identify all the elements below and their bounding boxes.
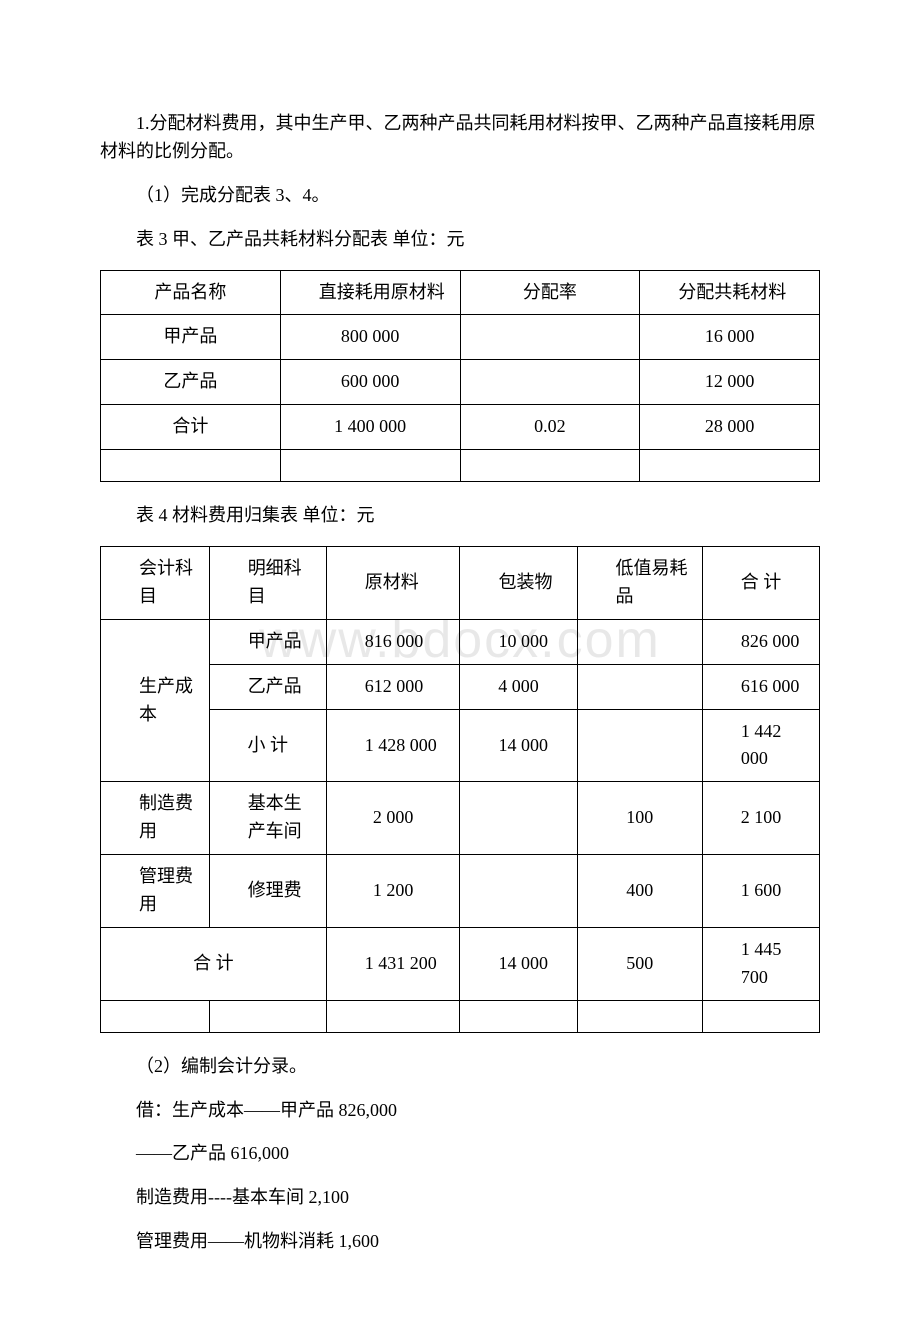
document-body: 1.分配材料费用，其中生产甲、乙两种产品共同耗用材料按甲、乙两种产品直接耗用原材… bbox=[100, 110, 820, 1256]
table-cell: 乙产品 bbox=[209, 664, 326, 709]
table-row: 乙产品 600 000 12 000 bbox=[101, 360, 820, 405]
table-cell: 1 428 000 bbox=[326, 709, 460, 782]
table-cell: 800 000 bbox=[280, 315, 460, 360]
table-cell: 826 000 bbox=[702, 619, 819, 664]
table-header-cell: 会计科目 bbox=[101, 547, 210, 620]
table-row: 管理费用 修理费 1 200 400 1 600 bbox=[101, 855, 820, 928]
table-cell bbox=[577, 619, 702, 664]
table-cell: 合计 bbox=[101, 405, 281, 450]
table3-caption: 表 3 甲、乙产品共耗材料分配表 单位：元 bbox=[100, 226, 820, 254]
table-row: 制造费用 基本生产车间 2 000 100 2 100 bbox=[101, 782, 820, 855]
table-cell: 1 431 200 bbox=[326, 927, 460, 1000]
table-header-cell: 低值易耗品 bbox=[577, 547, 702, 620]
table-cell bbox=[460, 855, 577, 928]
table-row: 生产成本 甲产品 816 000 10 000 826 000 bbox=[101, 619, 820, 664]
table-header-row: 会计科目 明细科目 原材料 包装物 低值易耗品 合 计 bbox=[101, 547, 820, 620]
paragraph-step2: （2）编制会计分录。 bbox=[100, 1053, 820, 1081]
table-header-cell: 分配率 bbox=[460, 270, 640, 315]
table-row: 合计 1 400 000 0.02 28 000 bbox=[101, 405, 820, 450]
table-cell: 16 000 bbox=[640, 315, 820, 360]
table-cell-group: 生产成本 bbox=[101, 619, 210, 782]
table-empty-row bbox=[101, 450, 820, 482]
table-header-row: 产品名称 直接耗用原材料 分配率 分配共耗材料 bbox=[101, 270, 820, 315]
table-cell: 1 200 bbox=[326, 855, 460, 928]
table-cell: 612 000 bbox=[326, 664, 460, 709]
table-cell bbox=[577, 664, 702, 709]
table-cell bbox=[460, 360, 640, 405]
table-cell: 600 000 bbox=[280, 360, 460, 405]
paragraph-step1: （1）完成分配表 3、4。 bbox=[100, 182, 820, 210]
table-cell: 100 bbox=[577, 782, 702, 855]
table-cell: 1 400 000 bbox=[280, 405, 460, 450]
paragraph-entry: 管理费用——机物料消耗 1,600 bbox=[100, 1228, 820, 1256]
table-cell: 0.02 bbox=[460, 405, 640, 450]
table-row: 合 计 1 431 200 14 000 500 1 445 700 bbox=[101, 927, 820, 1000]
table-cell: 1 442 000 bbox=[702, 709, 819, 782]
paragraph-intro: 1.分配材料费用，其中生产甲、乙两种产品共同耗用材料按甲、乙两种产品直接耗用原材… bbox=[100, 110, 820, 166]
table-cell: 制造费用 bbox=[101, 782, 210, 855]
table-cell: 400 bbox=[577, 855, 702, 928]
table-cell bbox=[577, 709, 702, 782]
table-header-cell: 产品名称 bbox=[101, 270, 281, 315]
table-cell: 基本生产车间 bbox=[209, 782, 326, 855]
table-cell bbox=[460, 782, 577, 855]
table-cell: 2 100 bbox=[702, 782, 819, 855]
table-empty-row bbox=[101, 1000, 820, 1032]
table-cell: 12 000 bbox=[640, 360, 820, 405]
paragraph-entry: 制造费用----基本车间 2,100 bbox=[100, 1184, 820, 1212]
table4-caption: 表 4 材料费用归集表 单位：元 bbox=[100, 502, 820, 530]
table-cell: 小 计 bbox=[209, 709, 326, 782]
paragraph-entry: ——乙产品 616,000 bbox=[100, 1140, 820, 1168]
table-allocation: 产品名称 直接耗用原材料 分配率 分配共耗材料 甲产品 800 000 16 0… bbox=[100, 270, 820, 483]
table-header-cell: 合 计 bbox=[702, 547, 819, 620]
table-row: 小 计 1 428 000 14 000 1 442 000 bbox=[101, 709, 820, 782]
table-cell: 816 000 bbox=[326, 619, 460, 664]
table-cell: 1 445 700 bbox=[702, 927, 819, 1000]
table-cell: 500 bbox=[577, 927, 702, 1000]
table-cell bbox=[460, 315, 640, 360]
table-header-cell: 原材料 bbox=[326, 547, 460, 620]
table-cell: 4 000 bbox=[460, 664, 577, 709]
table-material-cost: 会计科目 明细科目 原材料 包装物 低值易耗品 合 计 生产成本 甲产品 816… bbox=[100, 546, 820, 1033]
table-cell: 修理费 bbox=[209, 855, 326, 928]
table-cell-total: 合 计 bbox=[101, 927, 327, 1000]
table-cell: 10 000 bbox=[460, 619, 577, 664]
table-cell: 乙产品 bbox=[101, 360, 281, 405]
table-header-cell: 包装物 bbox=[460, 547, 577, 620]
table-cell: 2 000 bbox=[326, 782, 460, 855]
table-header-cell: 分配共耗材料 bbox=[640, 270, 820, 315]
table-cell: 14 000 bbox=[460, 927, 577, 1000]
table-header-cell: 直接耗用原材料 bbox=[280, 270, 460, 315]
table-cell: 1 600 bbox=[702, 855, 819, 928]
table-cell: 甲产品 bbox=[209, 619, 326, 664]
table-row: 乙产品 612 000 4 000 616 000 bbox=[101, 664, 820, 709]
table-cell: 14 000 bbox=[460, 709, 577, 782]
table-cell: 管理费用 bbox=[101, 855, 210, 928]
table-header-cell: 明细科目 bbox=[209, 547, 326, 620]
table-cell: 28 000 bbox=[640, 405, 820, 450]
table-cell: 616 000 bbox=[702, 664, 819, 709]
table-row: 甲产品 800 000 16 000 bbox=[101, 315, 820, 360]
paragraph-entry: 借：生产成本——甲产品 826,000 bbox=[100, 1097, 820, 1125]
table-cell: 甲产品 bbox=[101, 315, 281, 360]
